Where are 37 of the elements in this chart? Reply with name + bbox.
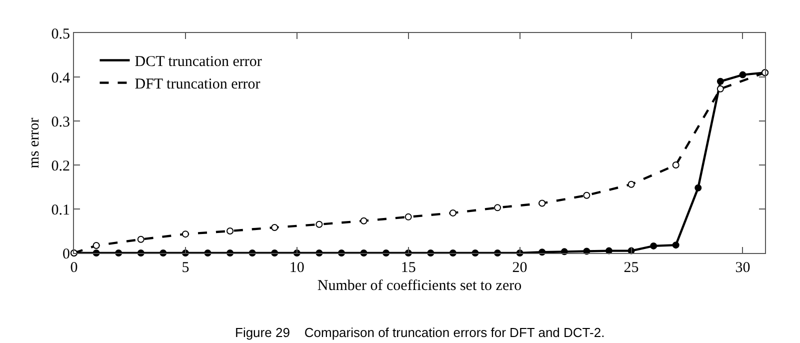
point	[672, 162, 680, 168]
point	[650, 242, 658, 250]
x-tick-label: 15	[400, 260, 416, 276]
point	[538, 200, 546, 207]
point	[716, 85, 724, 92]
point	[360, 217, 368, 224]
y-tick-label: 0.3	[51, 114, 70, 130]
point	[494, 204, 502, 212]
y-tick-label: 0	[62, 246, 70, 262]
y-tick-label: 0.2	[51, 158, 70, 174]
point	[92, 242, 100, 250]
point	[316, 220, 323, 228]
point	[694, 184, 702, 192]
y-tick-label: 0.1	[51, 202, 70, 218]
point	[628, 180, 635, 188]
point	[449, 209, 456, 216]
point	[271, 224, 278, 231]
point	[716, 78, 724, 85]
point	[182, 230, 189, 238]
x-tick-label: 30	[735, 260, 750, 276]
legend-label: DCT truncation error	[134, 54, 262, 70]
point	[583, 192, 590, 199]
x-tick-label: 20	[512, 260, 528, 276]
x-axis-title: Number of coefficients set to zero	[317, 278, 522, 294]
x-tick-label: 5	[182, 260, 190, 276]
caption: Figure 29 Comparison of truncation errors for DFT and DCT-2.	[235, 325, 605, 340]
x-tick-label: 25	[624, 260, 639, 276]
point	[137, 236, 144, 243]
point	[226, 228, 234, 234]
legend-label: DFT truncation error	[134, 76, 260, 93]
x-tick-label: 10	[289, 260, 304, 276]
y-tick-label: 0.4	[51, 70, 70, 86]
y-tick-label: 0.5	[51, 26, 70, 42]
point	[404, 213, 412, 220]
y-axis-title: ms error	[26, 118, 42, 168]
point	[739, 71, 746, 78]
point	[672, 242, 680, 249]
